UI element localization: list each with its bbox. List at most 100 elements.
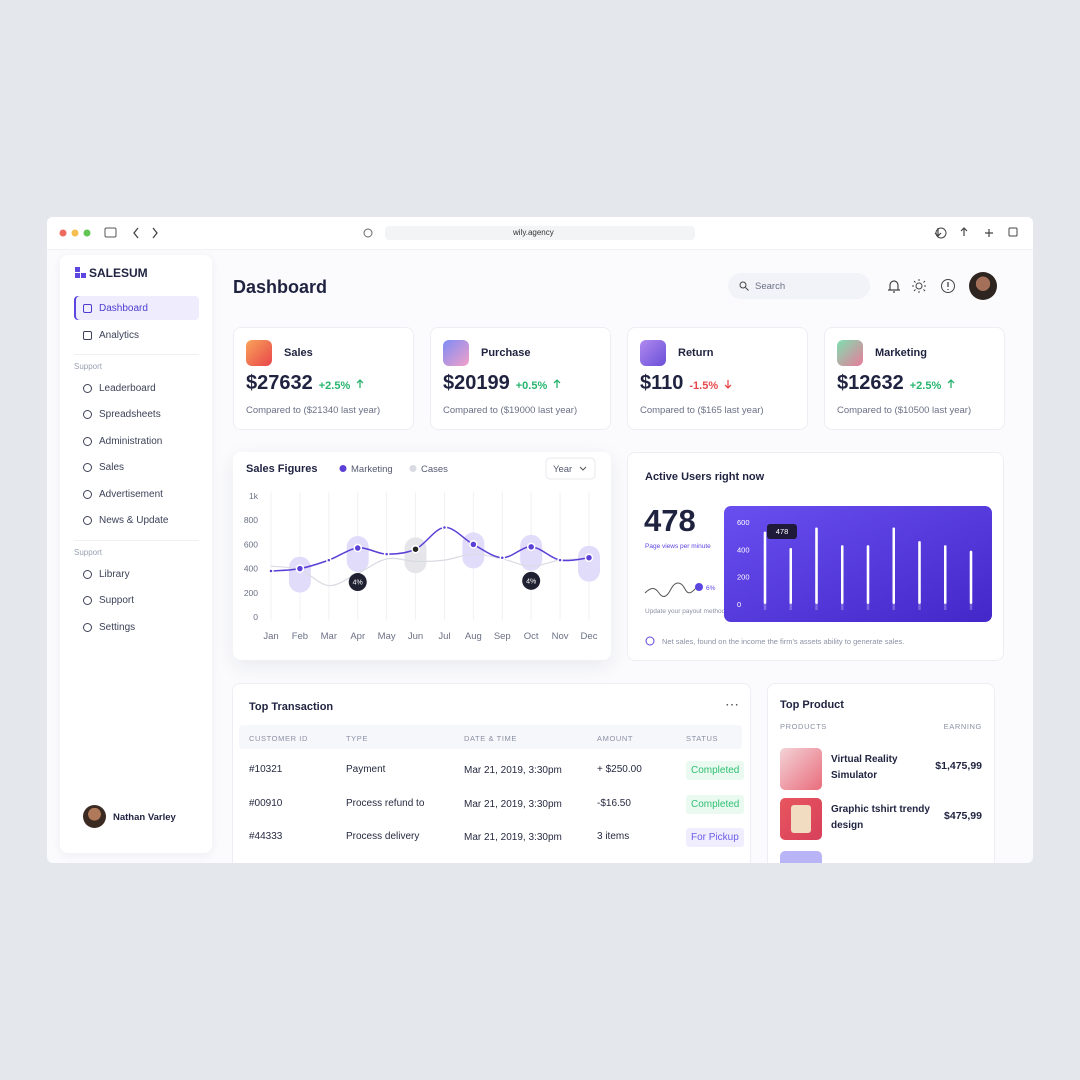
table-cell: #00910 (249, 797, 283, 809)
data-point (411, 544, 420, 554)
active-users-chart: Active Users right now 478 Page views per … (644, 471, 992, 646)
trend-arrow-path (356, 379, 364, 388)
trend-dot (695, 583, 703, 591)
nav-item[interactable]: Dashboard (74, 296, 199, 320)
nav-item[interactable]: Spreadsheets (74, 403, 199, 427)
nav-icon (83, 383, 92, 393)
period-label: Year (553, 464, 572, 475)
toolbar-actions[interactable] (934, 227, 993, 237)
trend-arrow (947, 379, 955, 388)
nav-item[interactable]: News & Update (74, 509, 199, 533)
products-header: PRODUCTS (780, 722, 827, 731)
y-tick-label: 1k (249, 491, 259, 501)
nav-icon (83, 569, 92, 579)
x-tick-label: Apr (350, 631, 365, 642)
sales-figures-chart: Sales Figures Marketing Cases Year Jan Feb Mar… (244, 457, 600, 642)
stat-icon (837, 340, 863, 366)
sidebar-toggle[interactable] (104, 227, 117, 238)
table-header-bg (239, 725, 742, 749)
table-cell: Mar 21, 2019, 3:30pm (464, 832, 562, 843)
column-header: STATUS (686, 734, 719, 743)
nav-item[interactable]: Analytics (74, 323, 199, 347)
data-point (557, 557, 563, 563)
nav-label: Settings (99, 621, 136, 633)
stat-row: $12632 +2.5% (837, 372, 955, 395)
product-name: Virtual Reality Simulator (831, 754, 898, 781)
nav-arrows[interactable] (133, 227, 158, 239)
bar (866, 545, 870, 604)
nav-item[interactable]: Settings (74, 615, 199, 639)
nav-item[interactable]: Support (74, 589, 199, 613)
x-tick-label: Sep (494, 631, 511, 642)
bar (789, 547, 792, 604)
x-tick-label: Jul (438, 631, 450, 642)
x-tick-label: Oct (524, 631, 539, 642)
highlight-pill (288, 556, 311, 593)
table-cell: Mar 21, 2019, 3:30pm (464, 765, 562, 776)
page-title: Dashboard (233, 277, 328, 297)
sparkline (644, 582, 700, 597)
user-avatar[interactable] (83, 805, 106, 828)
stat-card: Sales $27632 +2.5% Compared to ($21340 last… (233, 327, 414, 430)
nav-item[interactable]: Administration (74, 429, 199, 453)
trend-arrow-path (553, 379, 561, 388)
trend-label: 6% (706, 585, 716, 592)
profile-avatar[interactable] (969, 272, 997, 300)
products-title: Top Product (780, 699, 844, 711)
status-badge: For Pickup (686, 828, 744, 847)
products-card: Top Product PRODUCTS EARNING Virtual Rea… (767, 683, 995, 863)
search-box[interactable] (728, 273, 870, 299)
tooltip (767, 524, 797, 539)
min-dot[interactable] (71, 229, 79, 237)
y-tick-label: 200 (737, 573, 750, 582)
stat-row: $110 -1.5% (640, 372, 732, 395)
max-dot[interactable] (83, 229, 91, 237)
nav-label: Leaderboard (99, 382, 156, 394)
transactions-title: Top Transaction (249, 701, 334, 713)
stat-label: Marketing (875, 347, 927, 359)
download-icon[interactable] (935, 227, 947, 239)
stat-icon (640, 340, 666, 366)
close-dot[interactable] (59, 229, 67, 237)
table-cell: Process delivery (346, 831, 420, 842)
more-menu[interactable]: ⋯ (725, 696, 740, 712)
x-tick-label: Aug (465, 631, 482, 642)
url-bar[interactable] (385, 226, 695, 240)
data-point (469, 540, 478, 549)
sales-figures-card: Sales Figures Marketing Cases Year Jan Feb Mar… (233, 452, 611, 660)
stat-value: $20199 (443, 372, 510, 394)
period-dropdown[interactable] (545, 457, 596, 480)
highlight-pill (578, 545, 600, 582)
stat-value: $27632 (246, 372, 313, 394)
stat-card: Purchase $20199 +0.5% Compared to ($19000 l… (430, 327, 611, 430)
stat-icon (246, 340, 272, 366)
toolbar: wily.agency (47, 217, 1033, 250)
nav-item[interactable]: Library (74, 562, 199, 586)
nav-icon (83, 516, 92, 525)
nav-item[interactable]: Leaderboard (74, 376, 199, 400)
stat-value: $12632 (837, 372, 904, 394)
x-tick-label: Feb (292, 631, 308, 642)
bar (918, 541, 921, 604)
stat-change: -1.5% (689, 380, 719, 392)
x-tick-label: Nov (552, 631, 569, 642)
nav-item[interactable]: Sales (74, 456, 199, 480)
toolbar-icons (59, 226, 1018, 240)
table-cell: Mar 21, 2019, 3:30pm (464, 798, 562, 810)
annotation-label: 4% (526, 578, 536, 585)
trend-arrow (356, 379, 364, 388)
data-point (383, 551, 390, 557)
earning-header: EARNING (943, 722, 982, 731)
status-badge: Completed (686, 761, 745, 780)
search-placeholder[interactable]: Search (755, 281, 786, 292)
divider (74, 540, 199, 541)
tooltip-label: 478 (776, 527, 789, 536)
header-icons[interactable] (885, 277, 955, 295)
note: Net sales, found on the income the firm'… (662, 637, 904, 646)
table-cell: #10321 (249, 764, 283, 775)
tabs-icon[interactable] (1008, 227, 1018, 237)
nav-item[interactable]: Advertisement (74, 482, 199, 506)
legend-label: Marketing (351, 464, 393, 475)
transactions-card: Top Transaction ⋯ CUSTOMER ID TYPE DATE & … (232, 683, 751, 863)
user-name[interactable]: Nathan Varley (113, 812, 176, 823)
